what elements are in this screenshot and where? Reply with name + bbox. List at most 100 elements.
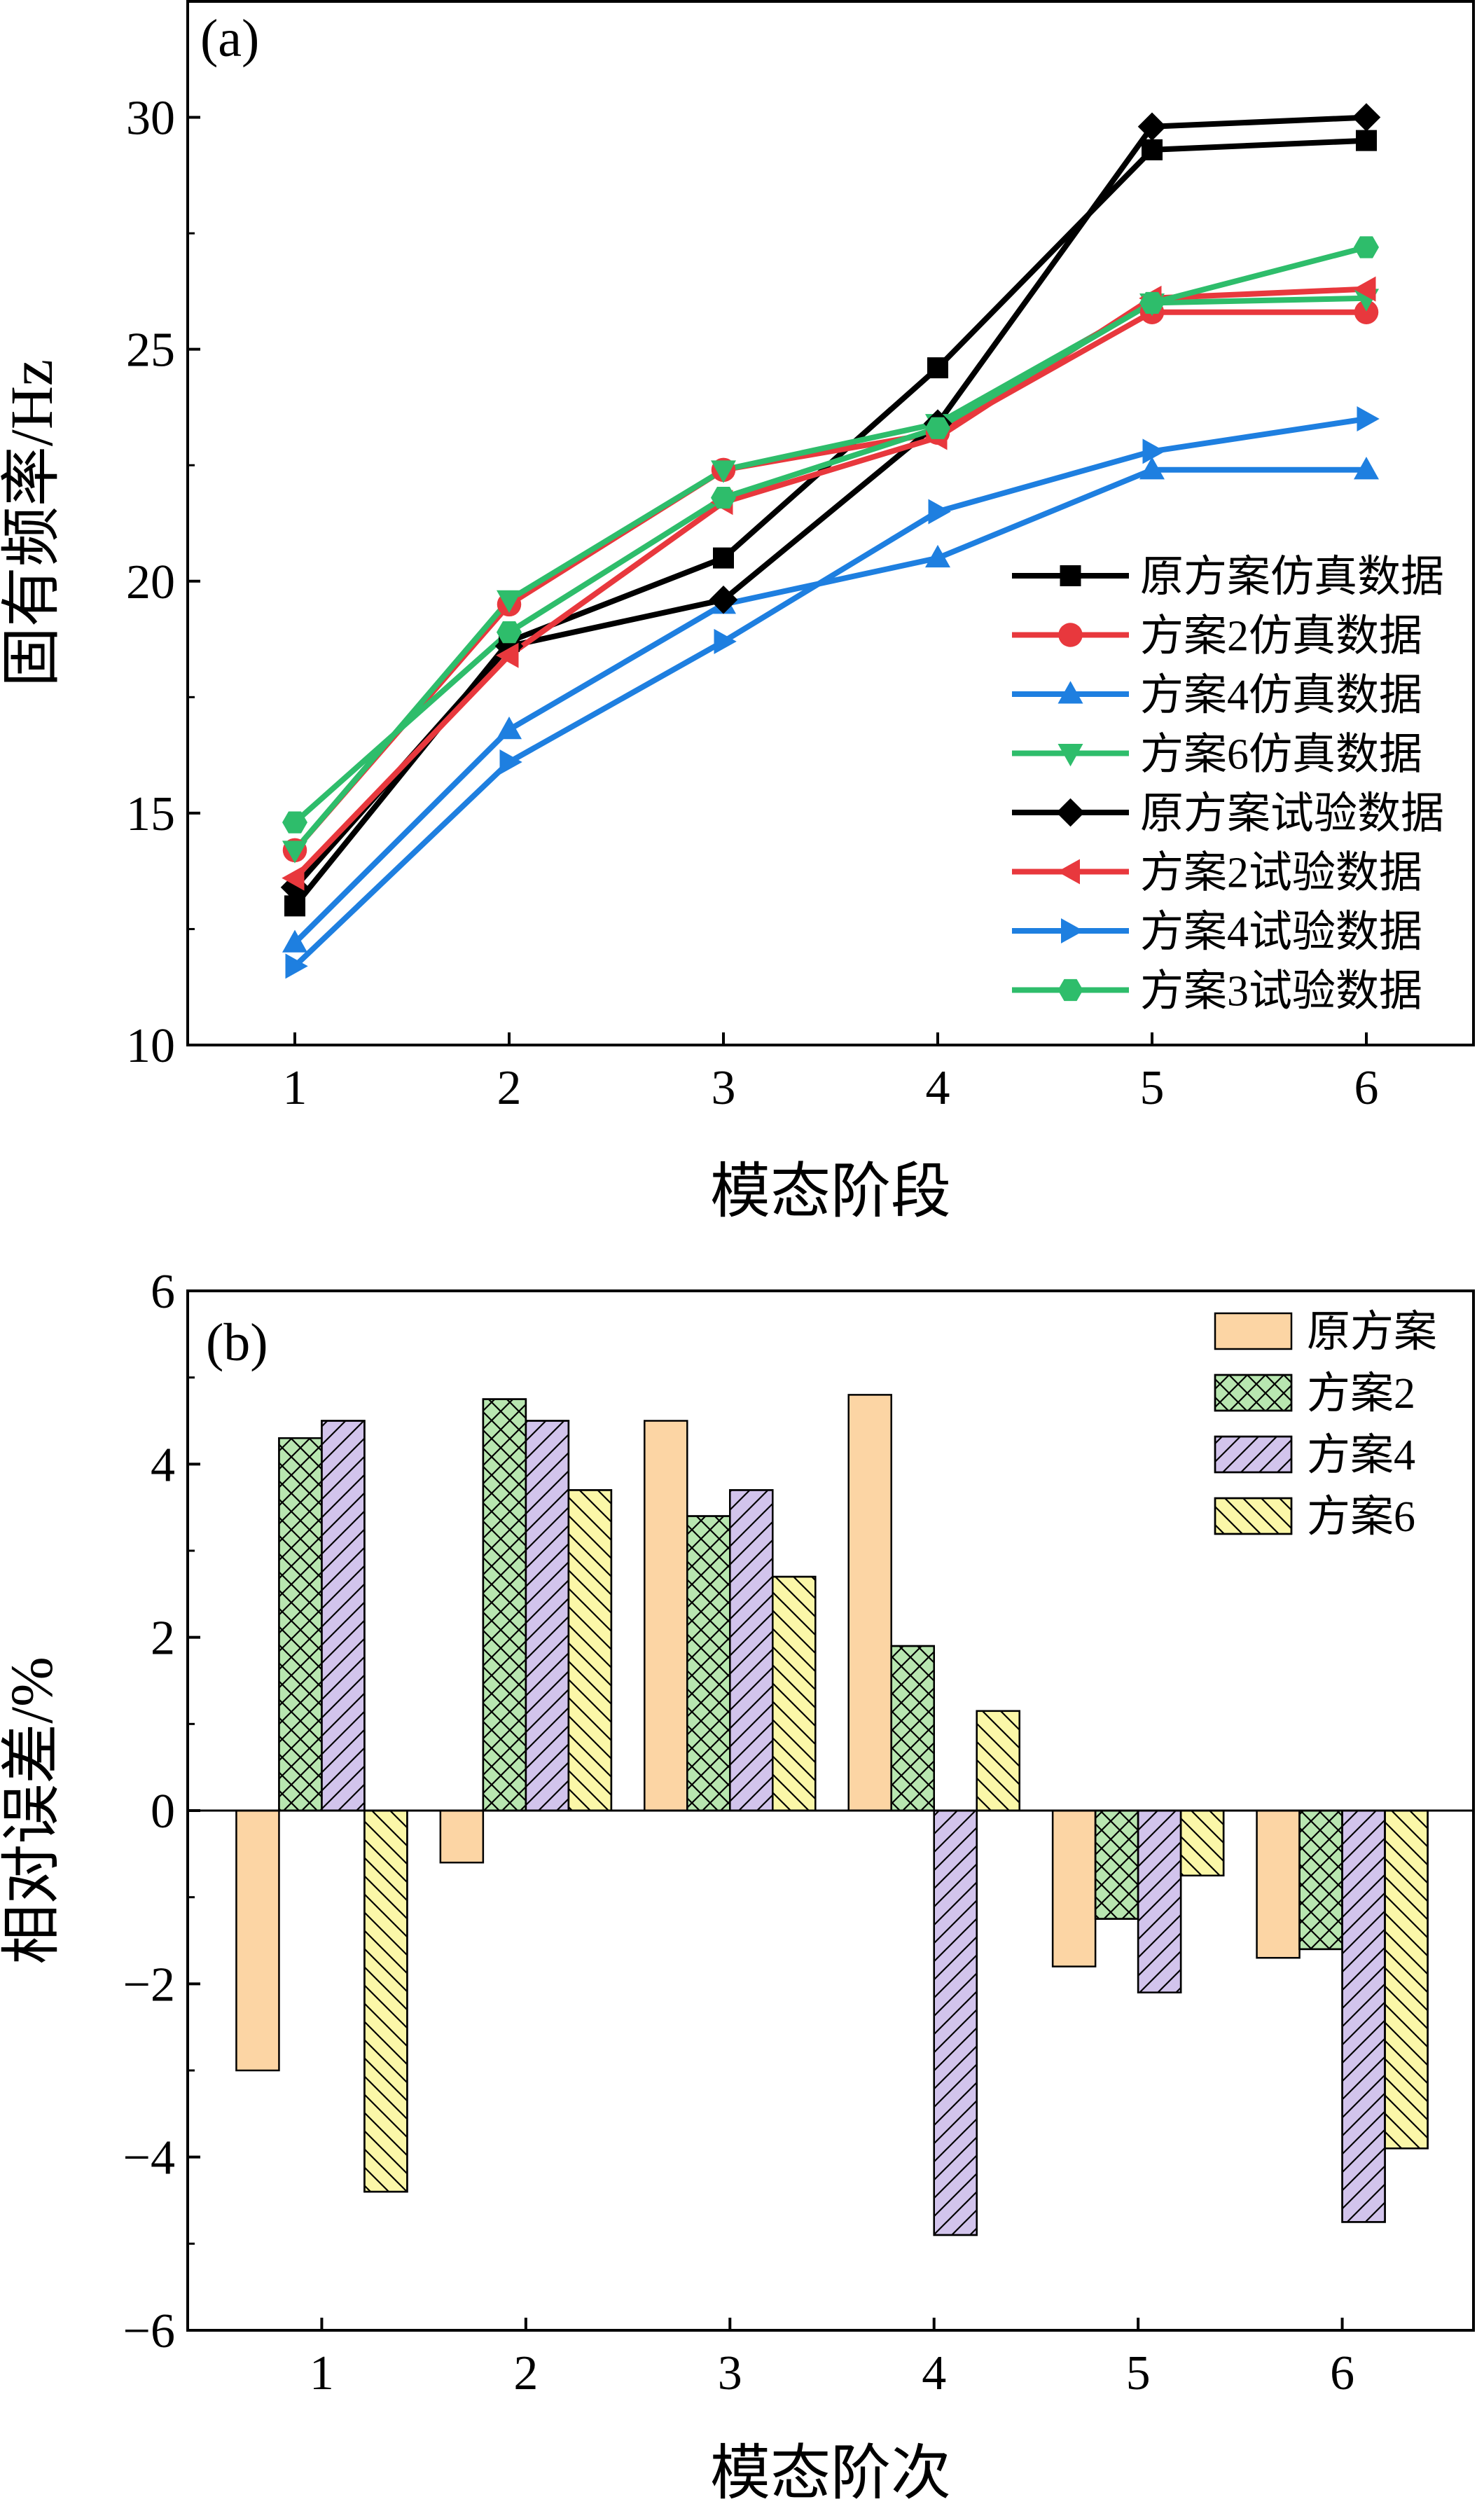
panel-a-point-s8-2 [497,621,522,644]
panel-b-bar-hatch-s2-4 [890,1645,935,1812]
legend-a-label-3: 方案4仿真数据 [1140,672,1422,719]
panel-b-bar-hatch-s4-1 [363,1809,408,2193]
panel-a-label: (a) [200,9,259,68]
panel-a-point-s8-4 [925,417,950,439]
panel-b-x-tick-label: 2 [513,2346,538,2400]
panel-b-bar-hatch-s3-3 [729,1489,774,1812]
panel-b-bar-hatch-s4-6 [1384,1809,1429,2150]
panel-b-x-tick-label: 5 [1126,2346,1151,2400]
panel-a-point-s7-6 [1357,406,1380,431]
panel-b-bar-s1-2 [439,1809,485,1864]
panel-b-x-tick-label: 6 [1330,2346,1354,2400]
panel-b-bar-s1-5 [1051,1809,1097,1967]
panel-a-point-s3-1 [282,929,307,953]
panel-b-bar-hatch-s3-2 [525,1420,570,1812]
legend-a-label-1: 原方案仿真数据 [1140,553,1444,601]
panel-a-point-s1-6 [1356,130,1377,151]
panel-a-point-s2-6 [1354,300,1379,324]
panel-b-bar-s1-1 [235,1809,280,2072]
panel-b-y-tick-label: −2 [123,1958,175,2012]
panel-b-x-tick-label: 3 [718,2346,742,2400]
panel-a-y-tick-label: 10 [126,1019,175,1073]
panel-b-bar-hatch-s2-6 [1298,1809,1343,1951]
panel-b-bar-hatch-s4-3 [772,1575,817,1812]
panel-a-point-s8-3 [711,486,736,509]
panel-a-x-tick-label: 3 [712,1061,736,1115]
panel-a-point-s3-6 [1354,457,1379,480]
panel-b-bar-hatch-s3-1 [321,1420,366,1812]
panel-a-x-axis-title: 模态阶段 [710,1158,951,1225]
panel-a-y-tick-label: 20 [126,555,175,609]
panel-a-y-tick-label: 15 [126,787,175,841]
panel-a-series-line-5 [293,114,1367,890]
panel-a-point-s4-2 [497,590,522,614]
panel-b-x-tick-label: 4 [922,2346,946,2400]
panel-a-legend: 原方案仿真数据方案2仿真数据方案4仿真数据方案6仿真数据原方案试验数据方案2试验… [1012,553,1444,1016]
panel-a-y-tick-label: 30 [126,92,175,146]
panel-b-bar-s1-6 [1256,1809,1301,1959]
panel-a-axis-ticks: 10 15 20 25 30 1 2 3 4 5 6 [126,92,1379,1115]
panel-a-point-s8-6 [1354,236,1379,258]
panel-a-point-s1-4 [927,357,948,379]
panel-a-point-s6-1 [282,865,305,891]
panel-b-bar-hatch-s3-5 [1137,1809,1182,1993]
panel-a-series-line-3 [293,466,1366,946]
panel-b-y-tick-label: −6 [123,2304,175,2358]
panel-a-point-s7-2 [499,749,522,775]
panel-b-bar-hatch-s3-6 [1341,1809,1386,2223]
panel-b-bar-hatch-s2-1 [278,1437,323,1812]
panel-a-y-tick-label: 25 [126,324,175,378]
panel-a-plot-frame [186,0,1475,1046]
panel-a-series-line-4 [292,295,1367,852]
panel-b-x-axis-title: 模态阶次 [710,2440,951,2504]
panel-a-line-chart: 10 15 20 25 30 1 2 3 4 5 6 (a) 模态阶段 固有频率/Hz 原方案仿真数… [0,0,1475,1225]
panel-b-y-tick-label: 4 [151,1438,175,1492]
panel-b-bar-hatch-s3-4 [933,1809,978,2236]
panel-b-bar-s1-3 [644,1420,688,1812]
legend-a-label-5: 原方案试验数据 [1140,790,1444,838]
panel-b-bar-s1-4 [847,1394,892,1812]
panel-a-point-s4-1 [282,841,307,864]
panel-a-series-line-6 [293,286,1367,880]
panel-a-point-s5-6 [1352,103,1381,132]
panel-a-y-axis-title: 固有频率/Hz [0,359,65,687]
panel-a-x-tick-label: 4 [926,1061,950,1115]
panel-b-y-tick-label: 0 [151,1785,175,1839]
panel-a-series-line-7 [293,416,1367,969]
panel-a-point-s6-2 [496,642,519,668]
legend-a-marker-6 [1057,859,1080,885]
panel-a-point-s1-5 [1142,139,1163,160]
panel-a-point-s7-5 [1142,438,1165,464]
panel-a-point-s3-2 [497,716,522,740]
legend-a-marker-5 [1056,798,1085,827]
legend-a-marker-7 [1061,918,1084,943]
panel-a-point-s7-4 [928,499,951,525]
legend-a-marker-1 [1060,565,1081,586]
panel-a-point-s7-1 [285,953,308,979]
legend-a-label-2: 方案2仿真数据 [1140,613,1422,660]
panel-b-plot-frame [186,1289,1475,2332]
legend-b-label-4: 方案6 [1307,1493,1415,1541]
panel-a-point-s3-4 [925,544,950,568]
panel-a-x-tick-label: 5 [1140,1061,1165,1115]
panel-b-label: (b) [206,1313,268,1372]
panel-a-point-s5-3 [709,586,738,614]
panel-a-point-s6-6 [1353,276,1376,302]
panel-b-bars [235,1394,1429,2236]
legend-a-label-6: 方案2试验数据 [1140,850,1422,897]
legend-a-label-4: 方案6仿真数据 [1140,731,1422,779]
panel-a-point-s8-1 [282,811,307,833]
panel-b-x-tick-label: 1 [310,2346,334,2400]
panel-b-y-tick-label: 6 [151,1265,175,1319]
legend-b-swatch-hatch-2 [1214,1374,1293,1412]
panel-b-bar-hatch-s2-2 [482,1398,527,1812]
panel-b-axis-ticks: −6 −4 −2 0 2 4 6 1 2 3 4 5 6 [123,1265,1355,2400]
panel-b-y-tick-label: 2 [151,1612,175,1666]
panel-b-bar-hatch-s2-5 [1094,1809,1139,1920]
panel-a-series-line-8 [293,244,1368,825]
legend-b-swatch-hatch-3 [1214,1435,1293,1474]
panel-b-y-tick-label: −4 [123,2131,175,2185]
panel-a-series [280,103,1381,979]
